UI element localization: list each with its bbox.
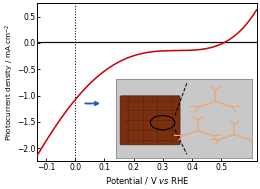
- Y-axis label: Photocurrent density / mA cm$^{-2}$: Photocurrent density / mA cm$^{-2}$: [3, 24, 16, 141]
- X-axis label: Potential / V $vs$ RHE: Potential / V $vs$ RHE: [105, 174, 189, 186]
